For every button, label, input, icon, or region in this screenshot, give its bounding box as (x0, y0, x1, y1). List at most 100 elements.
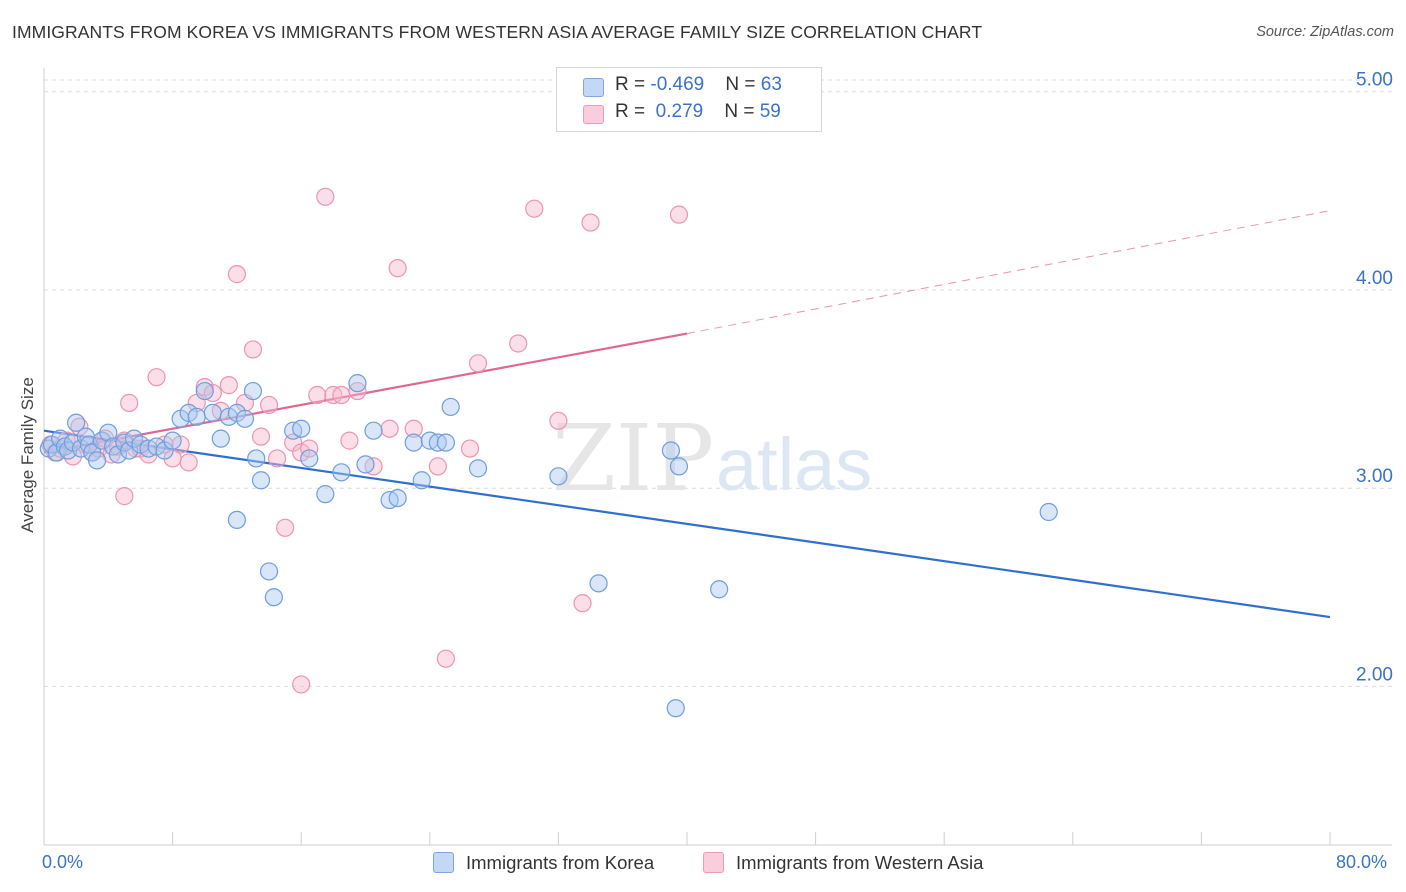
point-western-asia (308, 385, 327, 405)
point-western-asia (509, 334, 528, 353)
point-korea (404, 433, 423, 452)
point-korea (436, 433, 455, 452)
y-tick-label: 2.00 (1356, 664, 1393, 685)
n-label: N = (725, 74, 761, 95)
n-label: N = (724, 101, 760, 122)
correlation-legend: R = -0.469 N = 63 R = 0.279 N = 59 (556, 67, 822, 132)
point-korea (300, 449, 319, 468)
point-korea (666, 699, 685, 718)
bottom-legend-korea: Immigrants from Korea (433, 852, 654, 874)
point-korea (316, 485, 335, 504)
point-korea (292, 419, 311, 438)
r-value-korea: -0.469 (650, 74, 705, 95)
point-korea (549, 467, 568, 486)
n-value-western-asia: 59 (759, 101, 781, 122)
korea-swatch (583, 78, 604, 97)
point-western-asia (669, 205, 689, 224)
point-western-asia (460, 439, 480, 458)
korea-legend-swatch (433, 852, 454, 873)
point-western-asia (219, 376, 238, 395)
point-korea (264, 588, 283, 607)
trend-line-western-asia-dashed (686, 210, 1331, 335)
point-western-asia (388, 259, 407, 278)
y-tick-label: 5.00 (1356, 70, 1393, 91)
point-korea (388, 489, 407, 508)
y-axis-label: Average Family Size (18, 377, 37, 533)
n-value-korea: 63 (760, 74, 782, 95)
point-korea (259, 562, 279, 581)
western-asia-swatch (583, 105, 604, 124)
point-korea (412, 471, 431, 490)
x-tick-min: 0.0% (42, 852, 84, 872)
r-label: R = (615, 74, 651, 95)
point-korea (243, 381, 263, 401)
point-western-asia (243, 340, 263, 359)
point-korea (227, 510, 246, 530)
point-korea (441, 397, 460, 417)
point-western-asia (573, 594, 592, 613)
point-western-asia (147, 368, 166, 387)
point-korea (99, 423, 118, 442)
chart-title: IMMIGRANTS FROM KOREA VS IMMIGRANTS FROM… (12, 22, 983, 42)
point-western-asia (179, 453, 198, 472)
r-value-western-asia: 0.279 (650, 101, 704, 122)
point-korea (332, 463, 351, 482)
y-tick-label: 3.00 (1356, 466, 1393, 487)
r-label: R = (615, 101, 651, 122)
point-korea (120, 441, 139, 460)
bottom-legend-western-asia: Immigrants from Western Asia (703, 852, 983, 874)
point-western-asia (251, 427, 271, 446)
korea-legend-label: Immigrants from Korea (466, 852, 655, 873)
point-western-asia (259, 395, 279, 415)
point-western-asia (340, 431, 359, 450)
point-korea (251, 471, 271, 490)
point-korea (348, 374, 367, 393)
point-western-asia (380, 419, 399, 438)
point-korea (710, 580, 729, 599)
watermark: ZIP atlas (552, 405, 872, 512)
trend-line-korea (43, 429, 1331, 619)
point-western-asia (525, 199, 544, 218)
point-korea (1039, 502, 1058, 522)
source-credit: Source: ZipAtlas.com (1256, 24, 1394, 40)
western-asia-legend-label: Immigrants from Western Asia (736, 852, 984, 873)
point-korea (195, 381, 214, 401)
point-western-asia (428, 457, 447, 476)
watermark-zip: ZIP (552, 405, 714, 512)
point-korea (203, 403, 222, 422)
point-western-asia (549, 411, 568, 430)
axes (43, 68, 1392, 846)
point-western-asia (120, 393, 139, 413)
point-korea (163, 431, 182, 450)
x-tick-max: 80.0% (1336, 852, 1388, 872)
point-western-asia (292, 675, 311, 694)
point-korea (211, 429, 230, 448)
point-korea (247, 449, 266, 468)
point-western-asia (332, 385, 351, 405)
point-korea (669, 457, 689, 476)
point-korea (364, 421, 383, 440)
point-korea (661, 441, 681, 460)
points-korea (39, 374, 1058, 718)
point-western-asia (276, 518, 295, 537)
point-western-asia (267, 449, 287, 468)
point-western-asia (404, 419, 423, 438)
point-western-asia (581, 213, 600, 232)
western-asia-legend-swatch (703, 852, 724, 873)
point-western-asia (115, 487, 134, 506)
point-western-asia (316, 187, 335, 206)
point-western-asia (227, 265, 246, 284)
point-western-asia (300, 439, 319, 458)
point-korea (187, 407, 206, 426)
point-western-asia (468, 354, 488, 373)
y-tick-labels: 2.00 3.00 4.00 5.00 (1356, 70, 1393, 686)
point-korea (356, 455, 375, 474)
point-korea (589, 574, 608, 593)
point-korea (67, 413, 86, 432)
y-tick-label: 4.00 (1356, 268, 1393, 289)
point-western-asia (436, 649, 455, 668)
point-korea (235, 409, 255, 428)
point-korea (468, 459, 488, 478)
point-korea (87, 451, 107, 470)
